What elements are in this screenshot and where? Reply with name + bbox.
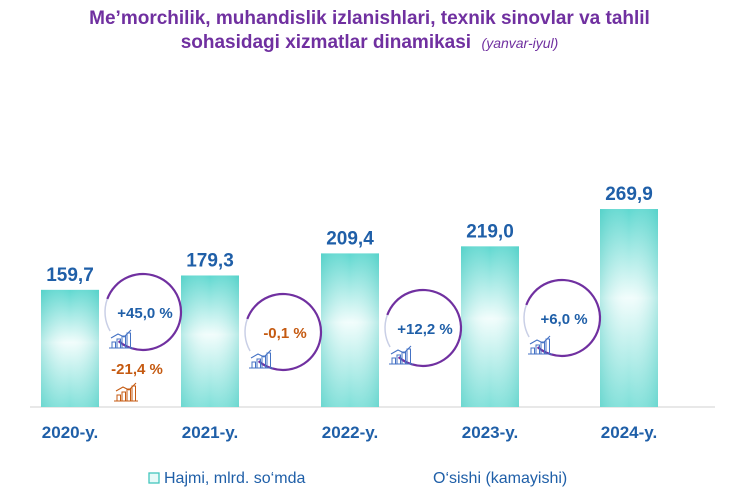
growth-ring-4	[525, 278, 602, 358]
growth-ring-bg-1	[105, 274, 181, 350]
growth-ring-tail-2	[244, 318, 251, 352]
chart-title-line2: sohasidagi xizmatlar dinamikasi	[181, 32, 471, 53]
growth-ring-1	[106, 272, 183, 352]
legend-label-volume: Hajmi, mlrd. so‘mda	[164, 470, 305, 487]
growth-ring-tail-3	[384, 314, 391, 348]
value-label-1: 179,3	[186, 250, 234, 271]
chart-subtitle: (yanvar-iyul)	[482, 35, 559, 51]
growth-ring-bg-3	[385, 290, 461, 366]
legend-label-growth: O‘sishi (kamayishi)	[433, 470, 567, 487]
growth-label-1: +45,0 %	[117, 305, 172, 322]
chart-title-line2-group: sohasidagi xizmatlar dinamikasi (yanvar-…	[181, 32, 559, 53]
category-label-2: 2022-y.	[322, 423, 378, 442]
growth-chart-icon-3	[389, 345, 413, 365]
growth-chart-icon-4	[528, 335, 552, 355]
value-label-3: 219,0	[466, 221, 514, 242]
growth-chart-icon-0	[114, 382, 138, 402]
growth-ring-3	[386, 288, 463, 368]
growth-ring-tail-4	[523, 304, 530, 338]
bar-shade-4	[600, 209, 658, 407]
legend: Hajmi, mlrd. so‘mda O‘sishi (kamayishi)	[148, 470, 567, 487]
chart-title: Me’morchilik, muhandislik izlanishlari, …	[89, 8, 650, 29]
growth-label-2: -0,1 %	[263, 325, 306, 342]
bar-shade-0	[41, 289, 99, 407]
growth-ring-2	[246, 292, 323, 372]
category-label-1: 2021-y.	[182, 423, 238, 442]
legend-swatch-volume	[148, 472, 160, 484]
bars-group: 159,7 2020-y. 179,3 2021-y. 209,4 2022-y. 219,…	[41, 184, 658, 442]
value-label-4: 269,9	[605, 184, 653, 205]
growth-label-3: +12,2 %	[397, 321, 452, 338]
bar-shade-1	[181, 275, 239, 407]
growth-ring-bg-4	[524, 280, 600, 356]
value-label-2: 209,4	[326, 228, 374, 249]
category-label-0: 2020-y.	[42, 423, 98, 442]
bar-shade-2	[321, 253, 379, 407]
growth-ring-bg-2	[245, 294, 321, 370]
growth-ring-tail-1	[104, 298, 111, 332]
bar-shade-3	[461, 246, 519, 407]
growth-label-0: -21,4 %	[111, 361, 163, 378]
value-label-0: 159,7	[46, 265, 94, 286]
growth-chart-icon-1	[109, 329, 133, 349]
growth-chart-icon-2	[249, 349, 273, 369]
growth-label-4: +6,0 %	[540, 311, 587, 328]
category-label-3: 2023-y.	[462, 423, 518, 442]
growth-markers-group: -21,4 % +45,0 % -0,1 % +12,2 % +6,0 %	[104, 272, 602, 402]
category-label-4: 2024-y.	[601, 423, 657, 442]
